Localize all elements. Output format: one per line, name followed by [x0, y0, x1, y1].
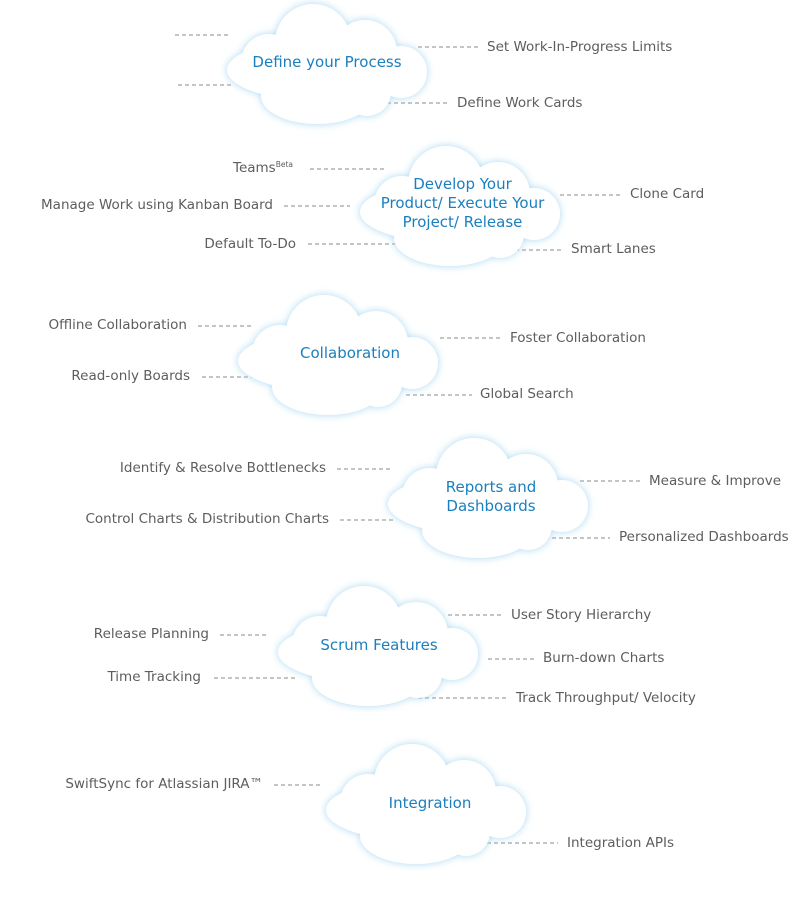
feature-label: Manage Work using Kanban Board	[41, 197, 273, 213]
feature-label: Integration APIs	[567, 835, 675, 851]
feature-label: Define Work Cards	[457, 95, 583, 111]
cloud-title-line: Develop Your	[413, 175, 512, 193]
cloud-title-collaboration: Collaboration	[300, 344, 400, 362]
feature-label: Burn-down Charts	[543, 650, 665, 666]
dashed-connectors	[175, 34, 640, 844]
feature-label: Offline Collaboration	[48, 317, 187, 333]
cloud-title-define-process: Define your Process	[252, 53, 402, 71]
cloud-title-scrum-features: Scrum Features	[320, 636, 438, 654]
feature-label: User Story Hierarchy	[511, 607, 652, 623]
feature-label: Time Tracking	[107, 669, 201, 685]
cloud-title-develop-product: Develop Your Product/ Execute Your Proje…	[350, 175, 575, 232]
cloud-title-line: Reports and	[445, 478, 537, 496]
feature-label: Control Charts & Distribution Charts	[85, 511, 329, 527]
feature-label: Foster Collaboration	[510, 330, 646, 346]
feature-label: Identify & Resolve Bottlenecks	[119, 460, 326, 476]
feature-label: Read-only Boards	[71, 368, 190, 384]
feature-label-teams: TeamsBeta	[233, 160, 293, 176]
feature-label: Global Search	[480, 386, 574, 402]
feature-label: Smart Lanes	[571, 241, 656, 257]
beta-badge: Beta	[275, 160, 294, 169]
cloud-title-line: Project/ Release	[402, 213, 523, 231]
feature-label: Personalized Dashboards	[619, 529, 789, 545]
feature-label: Measure & Improve	[649, 473, 781, 489]
feature-label: Default To-Do	[204, 236, 296, 252]
cloud-title-integration: Integration	[388, 794, 472, 812]
feature-label: Clone Card	[630, 186, 705, 202]
cloud-title-line: Product/ Execute Your	[380, 194, 545, 212]
feature-label: Release Planning	[93, 626, 209, 642]
feature-label: SwiftSync for Atlassian JIRA™	[65, 776, 263, 792]
cloud-title-reports-dashboards: Reports and Dashboards	[391, 478, 591, 516]
feature-label: Set Work-In-Progress Limits	[487, 39, 673, 55]
cloud-title-line: Dashboards	[446, 497, 536, 515]
feature-label: Track Throughput/ Velocity	[516, 690, 696, 706]
feature-label: Teams	[233, 160, 276, 176]
